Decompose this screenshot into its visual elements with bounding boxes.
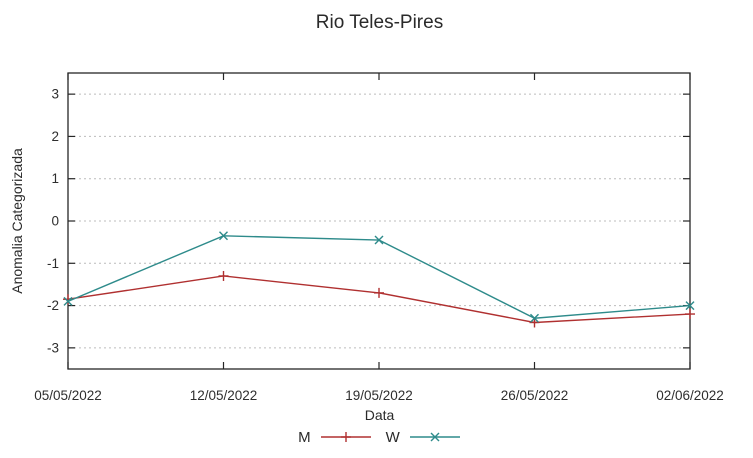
y-tick-label: 2: [51, 129, 59, 144]
y-tick-label: 0: [51, 214, 59, 229]
legend-label-W: W: [385, 428, 400, 446]
x-tick-label: 26/05/2022: [501, 388, 569, 403]
plus-marker: [218, 270, 229, 281]
cross-marker: [685, 301, 695, 311]
plus-marker: [685, 309, 695, 320]
series-M-line: [67, 275, 691, 324]
y-tick-label: 3: [51, 87, 59, 102]
x-tick-label: 12/05/2022: [190, 388, 258, 403]
legend-label-M: M: [298, 428, 311, 446]
legend-sample-M: [320, 432, 371, 442]
legend-item-W: W: [386, 429, 461, 446]
y-tick-label: -1: [47, 256, 59, 271]
legend-sample-W: [409, 432, 460, 442]
cross-marker: [63, 296, 73, 306]
x-tick-label: 02/06/2022: [656, 388, 724, 403]
x-tick-label: 19/05/2022: [345, 388, 413, 403]
y-tick-label: -2: [47, 298, 59, 313]
x-axis-label: Data: [364, 407, 395, 423]
cross-marker: [219, 231, 228, 241]
cross-marker: [374, 235, 384, 245]
y-tick-label: -3: [47, 340, 59, 355]
cross-marker: [530, 313, 539, 323]
chart-title: Rio Teles-Pires: [315, 12, 444, 33]
legend-item-M: M: [298, 429, 372, 446]
x-tick-label: 05/05/2022: [34, 388, 102, 403]
plus-marker: [374, 287, 384, 298]
cross-marker: [430, 432, 440, 442]
plus-marker: [340, 432, 351, 442]
y-tick-label: 1: [51, 171, 59, 186]
